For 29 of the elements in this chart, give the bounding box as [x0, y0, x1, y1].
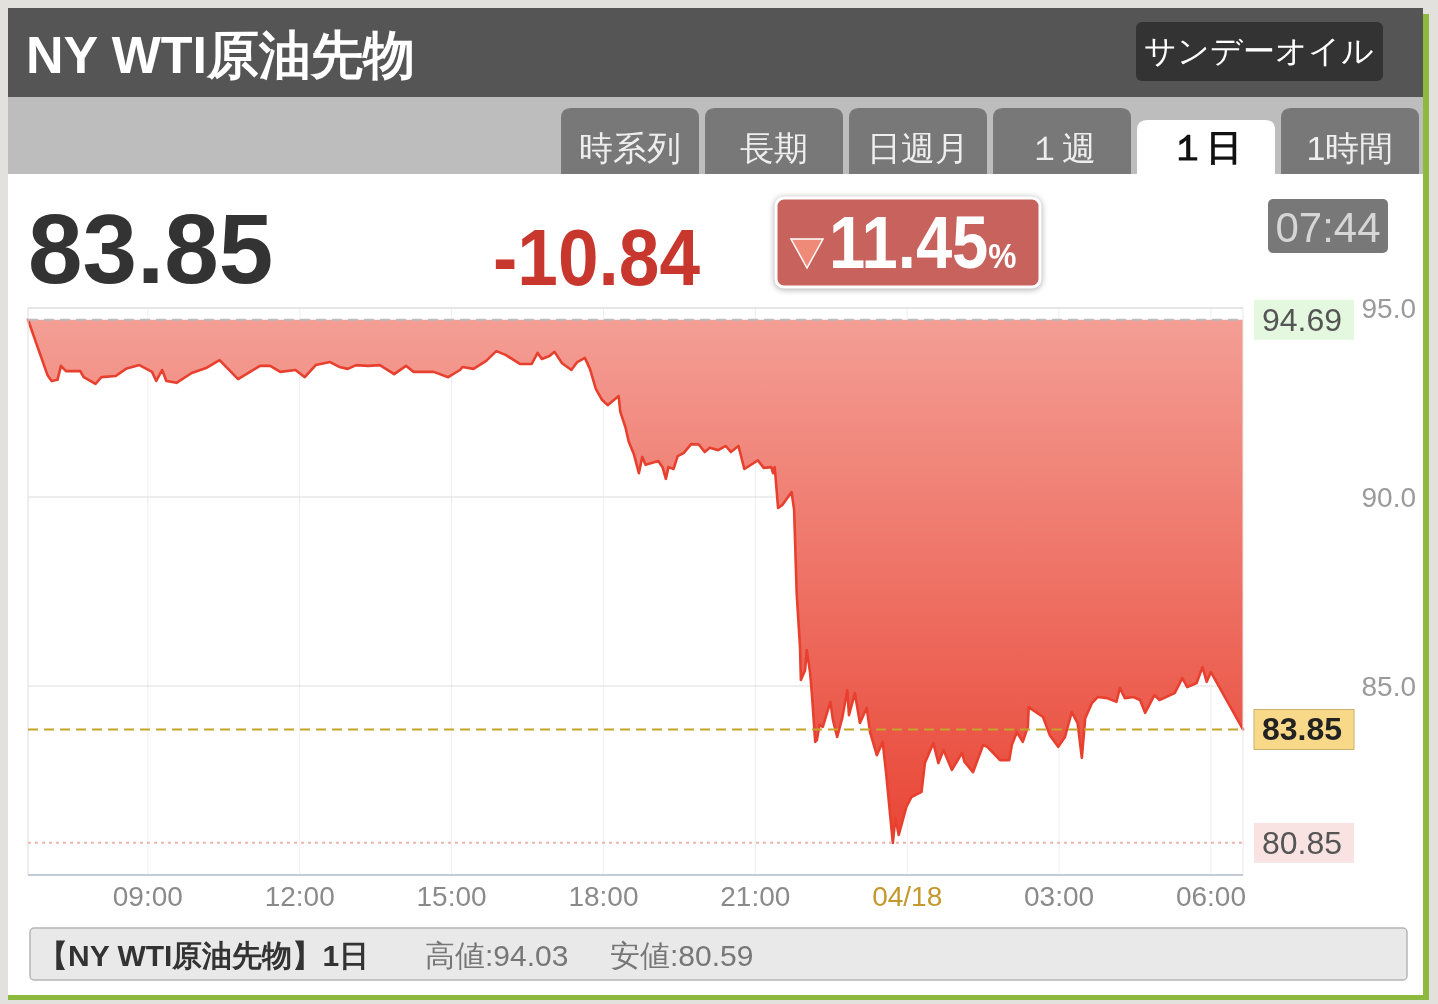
- x-tick-label: 21:00: [720, 881, 791, 912]
- y-tick-label: 95.0: [1361, 292, 1416, 324]
- text: １日: [1170, 127, 1242, 168]
- x-tick-label: 04/18: [872, 881, 943, 912]
- ref-line-label: 94.69: [1262, 301, 1343, 338]
- text: 11.45%: [829, 201, 1017, 284]
- y-tick-label: 85.0: [1361, 670, 1416, 702]
- text: 時系列: [579, 129, 681, 167]
- x-tick-label: 06:00: [1175, 881, 1246, 912]
- text: 1時間: [1306, 129, 1394, 167]
- x-tick-label: 03:00: [1024, 881, 1095, 912]
- text: 83.85: [28, 194, 274, 304]
- text: 【NY WTI原油先物】1日: [38, 939, 370, 972]
- ref-line-label: 83.85: [1262, 711, 1343, 748]
- y-tick-label: 90.0: [1361, 481, 1416, 513]
- text: 高値:94.03: [425, 939, 569, 972]
- x-tick-label: 12:00: [264, 881, 335, 912]
- x-tick-label: 18:00: [568, 881, 639, 912]
- text: サンデーオイル: [1144, 33, 1374, 69]
- x-tick-label: 09:00: [112, 881, 183, 912]
- text: 07:44: [1275, 204, 1381, 251]
- text: -10.84: [493, 213, 720, 302]
- x-tick-label: 15:00: [416, 881, 487, 912]
- text: 日週月: [867, 129, 969, 167]
- text: １週: [1028, 129, 1096, 167]
- ref-line-label: 80.85: [1262, 824, 1343, 861]
- text: 長期: [740, 129, 808, 167]
- text: 安値:80.59: [610, 939, 754, 972]
- chart-title: NY WTI原油先物: [26, 26, 416, 84]
